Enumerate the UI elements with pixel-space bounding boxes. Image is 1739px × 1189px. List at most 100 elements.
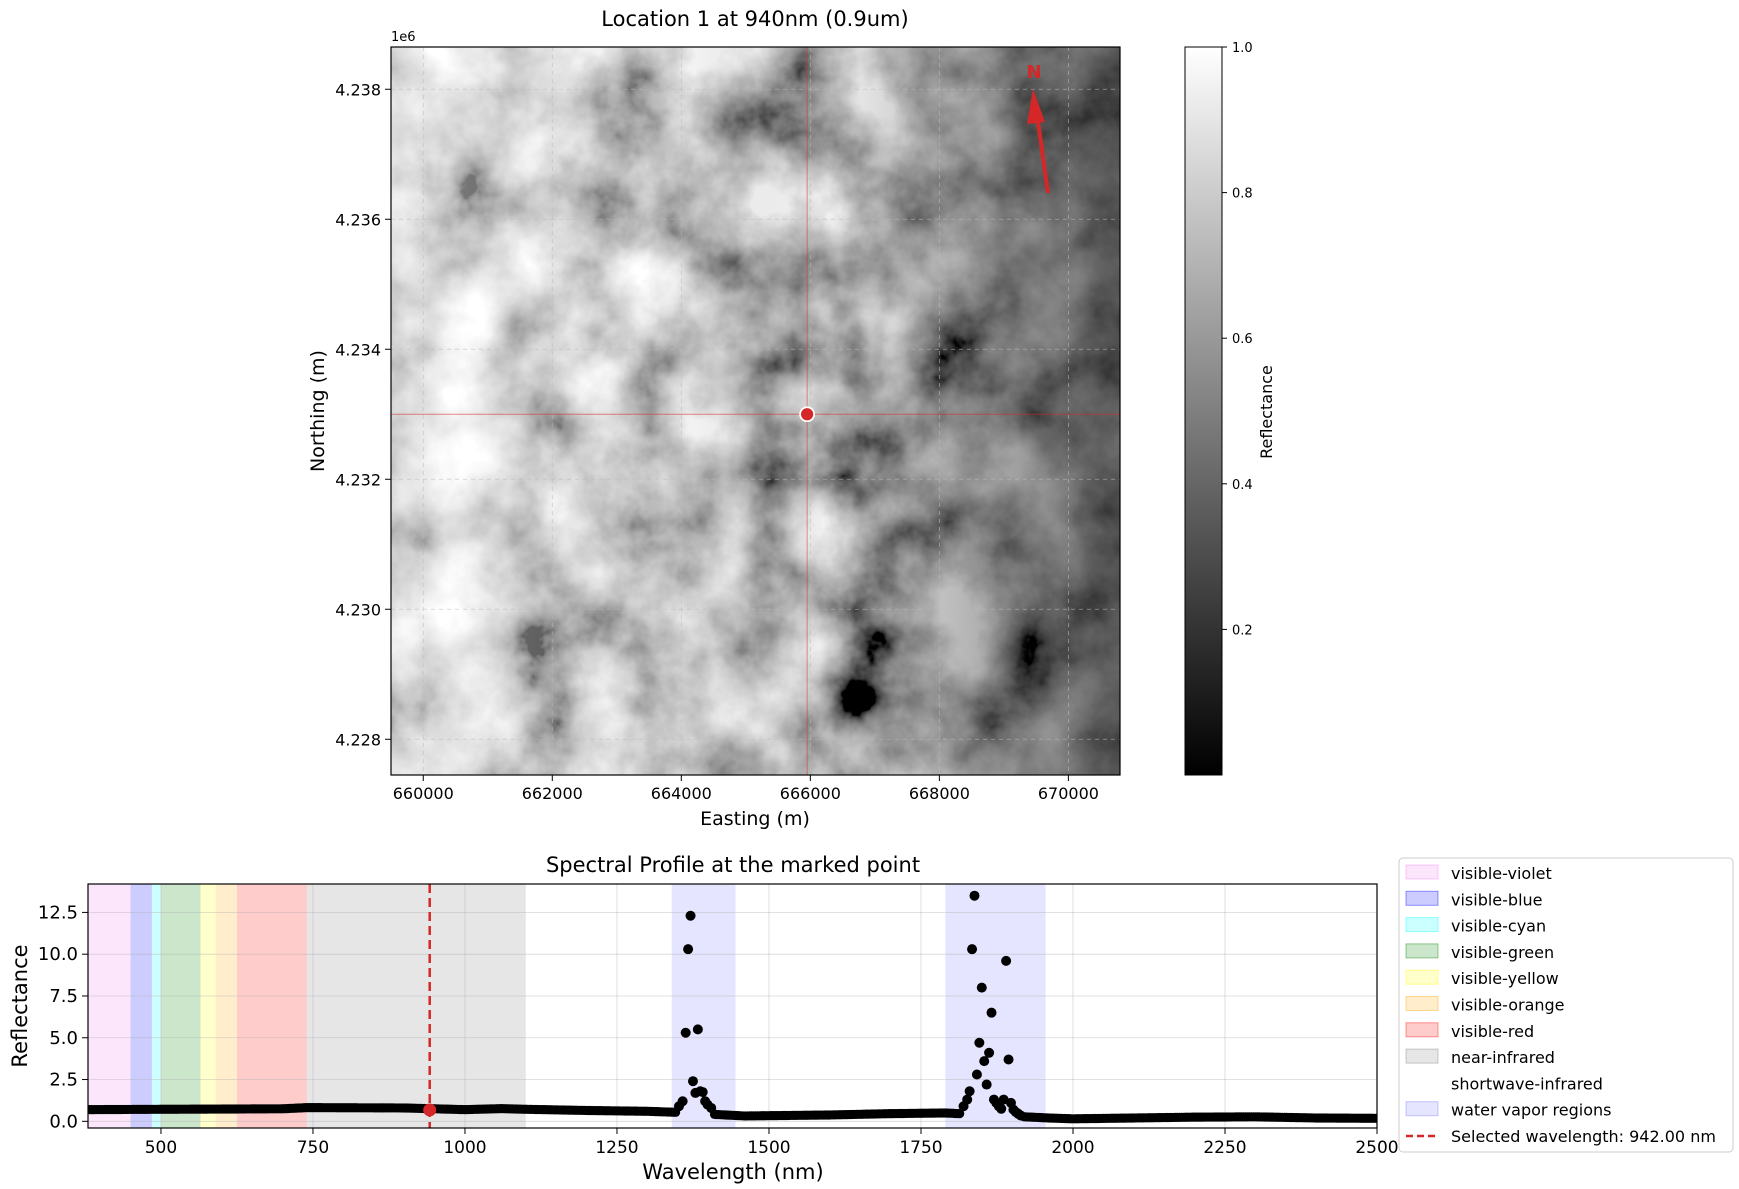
- legend-swatch: [1405, 864, 1439, 880]
- legend-label: visible-green: [1451, 943, 1554, 962]
- spectral-point: [976, 982, 987, 993]
- spectral-point: [677, 1096, 688, 1107]
- map-frame: [390, 46, 1121, 776]
- spectral-point: [1003, 1054, 1014, 1065]
- spectral-point: [955, 1109, 965, 1119]
- spectral-point: [692, 1024, 703, 1035]
- spectral-point: [1015, 1110, 1026, 1121]
- colorbar-tick-label: 0.6: [1232, 332, 1253, 347]
- spectral-y-tick-label: 0.0: [49, 1111, 78, 1132]
- spectral-y-ticks: 0.0 2.5 5.0 7.5 10.0 12.5: [38, 902, 88, 1132]
- spectral-y-tick-label: 12.5: [38, 902, 78, 923]
- legend-swatch: [1405, 1074, 1439, 1090]
- legend-label: visible-cyan: [1451, 917, 1546, 936]
- spectral-point: [974, 1037, 985, 1048]
- spectral-point: [683, 944, 694, 955]
- spectral-point: [996, 1103, 1007, 1114]
- legend-label: Selected wavelength: 942.00 nm: [1451, 1127, 1716, 1146]
- spectral-point: [680, 1027, 691, 1038]
- map-x-tick-label: 666000: [780, 784, 841, 803]
- colorbar-tick-label: 0.4: [1232, 478, 1253, 493]
- spectral-point: [967, 944, 978, 955]
- band-visible-yellow: [200, 884, 216, 1128]
- spectral-point: [697, 1087, 708, 1098]
- map-y-ticks: 4.228 4.230 4.232 4.234 4.236 4.238: [335, 80, 391, 749]
- band-shortwave-infrared: [525, 884, 1377, 1128]
- spectral-point: [687, 1076, 698, 1087]
- spectral-point: [984, 1047, 995, 1058]
- map-ylabel: Northing (m): [307, 350, 329, 472]
- spectral-frame: [87, 883, 1378, 1129]
- spectral-x-tick-label: 1000: [443, 1138, 486, 1158]
- map-y-tick-label: 4.236: [335, 210, 381, 229]
- spectral-x-tick-label: 2250: [1203, 1138, 1246, 1158]
- map-image: [391, 47, 1120, 775]
- spectral-x-tick-label: 750: [297, 1138, 329, 1158]
- band-water-vapor-regions: [945, 884, 1046, 1128]
- legend-label: shortwave-infrared: [1451, 1074, 1603, 1093]
- colorbar-ticks: 0.2 0.4 0.6 0.8 1.0: [1222, 41, 1253, 638]
- legend-items: visible-violet visible-blue visible-cyan vi…: [1405, 864, 1716, 1146]
- spectral-point: [962, 1094, 973, 1105]
- legend-label: visible-violet: [1451, 864, 1552, 883]
- band-visible-red: [236, 884, 307, 1128]
- map-y-tick-label: 4.234: [335, 340, 381, 359]
- legend-swatch: [1405, 969, 1439, 985]
- spectral-x-tick-label: 1250: [595, 1138, 638, 1158]
- band-near-infrared: [306, 884, 526, 1128]
- map-title: Location 1 at 940nm (0.9um): [601, 7, 908, 31]
- spectral-point: [971, 1069, 982, 1080]
- map-x-tick-label: 662000: [522, 784, 583, 803]
- colorbar-label: Reflectance: [1257, 365, 1276, 459]
- map-x-tick-label: 664000: [651, 784, 712, 803]
- band-visible-violet: [88, 884, 131, 1128]
- spectral-point: [969, 890, 980, 901]
- spectral-y-tick-label: 2.5: [49, 1070, 78, 1091]
- legend-label: visible-blue: [1451, 890, 1543, 909]
- legend-swatch: [1405, 1048, 1439, 1064]
- spectral-point: [706, 1102, 717, 1113]
- spectral-point: [964, 1086, 975, 1097]
- spectral-title: Spectral Profile at the marked point: [546, 853, 920, 877]
- band-visible-green: [160, 884, 201, 1128]
- band-visible-orange: [215, 884, 237, 1128]
- spectral-y-tick-label: 7.5: [49, 986, 78, 1007]
- legend-label: water vapor regions: [1451, 1101, 1612, 1120]
- spectral-x-tick-label: 500: [145, 1138, 177, 1158]
- spectral-y-tick-label: 10.0: [38, 944, 78, 965]
- north-arrow-head: [1027, 89, 1045, 124]
- spectral-bands: [88, 884, 1377, 1128]
- map-y-tick-label: 4.230: [335, 600, 381, 619]
- spectral-ylabel: Reflectance: [8, 944, 32, 1067]
- map-x-ticks: 660000 662000 664000 666000 668000 670000: [393, 775, 1099, 803]
- legend-label: visible-orange: [1451, 996, 1565, 1015]
- spectral-points: [88, 890, 1377, 1124]
- legend-swatch: [1405, 1022, 1439, 1038]
- band-visible-blue: [130, 884, 152, 1128]
- spectral-x-tick-label: 2000: [1051, 1138, 1094, 1158]
- spectral-x-tick-label: 1500: [747, 1138, 790, 1158]
- colorbar-gradient: [1184, 46, 1223, 776]
- selected-wavelength-point: [423, 1103, 437, 1117]
- legend-swatch: [1405, 917, 1439, 933]
- colorbar-tick-label: 0.2: [1232, 623, 1253, 638]
- spectral-point: [979, 1056, 990, 1067]
- spectral-point: [986, 1007, 997, 1018]
- colorbar-tick-label: 0.8: [1232, 187, 1253, 202]
- legend-label: visible-red: [1451, 1022, 1534, 1041]
- map-x-tick-label: 660000: [393, 784, 454, 803]
- spectral-x-tick-label: 1750: [899, 1138, 942, 1158]
- spectral-xlabel: Wavelength (nm): [642, 1160, 823, 1184]
- map-marker: [799, 406, 816, 423]
- colorbar-tick-label: 1.0: [1232, 41, 1253, 56]
- spectral-legend: visible-violet visible-blue visible-cyan vi…: [1398, 857, 1734, 1153]
- north-arrow: N: [1026, 62, 1050, 194]
- spectral-point: [981, 1079, 992, 1090]
- colorbar: 0.2 0.4 0.6 0.8 1.0 Reflectance: [1184, 41, 1276, 776]
- legend-swatch: [1405, 943, 1439, 959]
- map-y-tick-label: 4.238: [335, 80, 381, 99]
- band-visible-cyan: [151, 884, 161, 1128]
- spectral-point: [1371, 1113, 1377, 1123]
- map-xlabel: Easting (m): [700, 808, 810, 830]
